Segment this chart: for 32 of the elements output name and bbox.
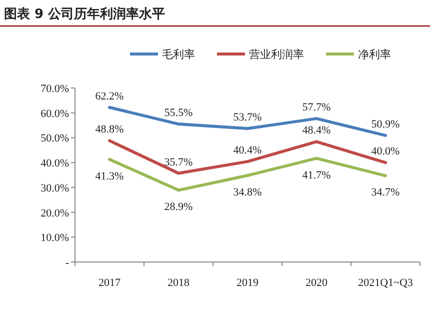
x-tick-label: 2018: [168, 277, 190, 289]
data-label: 34.8%: [233, 186, 262, 198]
data-label: 53.7%: [233, 112, 262, 124]
data-label: 40.4%: [233, 144, 262, 157]
data-label: 48.4%: [302, 124, 331, 137]
y-tick-label: 40.0%: [40, 158, 69, 170]
data-label: 41.7%: [302, 169, 331, 182]
y-tick-label: 70.0%: [40, 83, 69, 95]
data-label: 50.9%: [371, 118, 400, 130]
x-tick-label: 2017: [98, 277, 121, 289]
data-label: 62.2%: [95, 90, 124, 102]
y-tick-label: 20.0%: [40, 207, 69, 220]
title: 图表 9 公司历年利润率水平: [4, 7, 166, 22]
x-tick-label: 2019: [236, 277, 259, 289]
legend-label: 毛利率: [162, 48, 195, 61]
data-label: 55.5%: [164, 107, 193, 120]
data-label: 28.9%: [164, 201, 193, 214]
y-tick-label: 10.0%: [40, 232, 69, 244]
data-label: 57.7%: [302, 102, 331, 114]
data-label: 40.0%: [371, 146, 400, 158]
y-tick-label: 60.0%: [40, 108, 69, 120]
data-label: 48.8%: [95, 124, 124, 136]
legend-label: 营业利润率: [249, 48, 304, 61]
legend-label: 净利率: [358, 48, 391, 61]
x-tick-label: 2021Q1~Q3: [358, 277, 414, 289]
y-tick-label: 50.0%: [40, 132, 69, 145]
data-label: 41.3%: [95, 170, 124, 182]
x-tick-label: 2020: [306, 277, 328, 289]
y-tick-label: -: [65, 257, 70, 269]
data-label: 35.7%: [164, 156, 193, 168]
y-tick-label: 30.0%: [40, 182, 69, 194]
data-label: 34.7%: [371, 186, 400, 199]
